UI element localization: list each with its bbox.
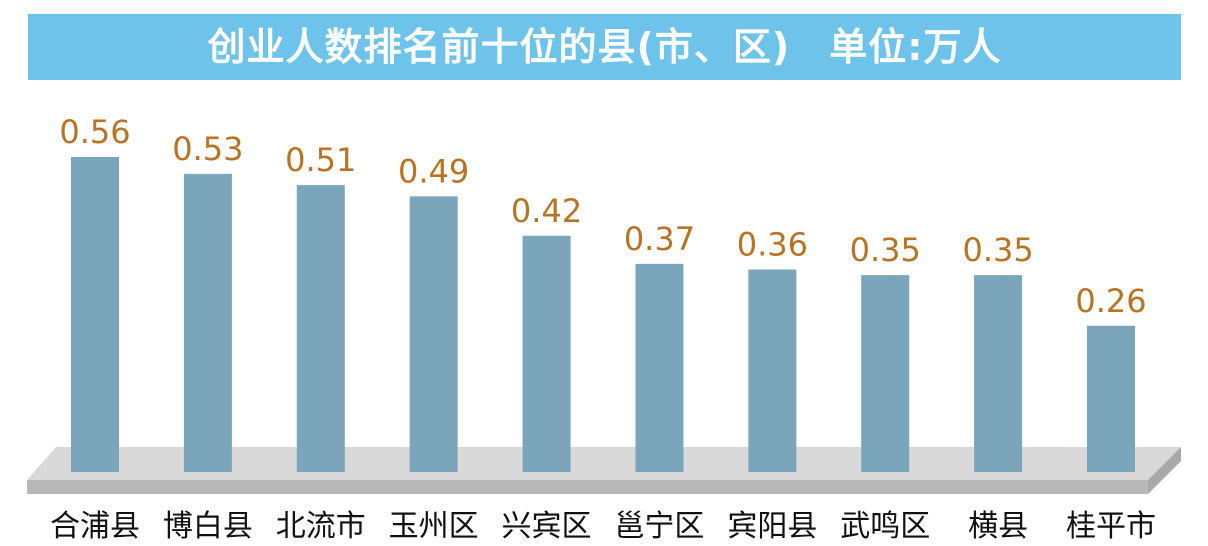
title-banner: 创业人数排名前十位的县(市、区) 单位:万人 [28, 14, 1181, 80]
bar-7 [748, 269, 797, 472]
bar-9 [974, 275, 1023, 472]
bar-2 [183, 173, 232, 472]
bar-10 [1087, 325, 1135, 472]
value-label-1: 0.56 [59, 113, 130, 151]
category-label-2: 博白县 [163, 509, 253, 544]
value-label-6: 0.37 [624, 220, 695, 258]
category-label-9: 横县 [968, 509, 1028, 544]
bar-8 [861, 275, 910, 472]
bar-6 [635, 263, 684, 472]
value-label-5: 0.42 [511, 192, 582, 230]
chart-title: 创业人数排名前十位的县(市、区) 单位:万人 [207, 25, 1002, 69]
category-label-5: 兴宾区 [502, 509, 592, 544]
bar-1 [71, 157, 119, 472]
value-label-3: 0.51 [285, 141, 356, 179]
value-label-8: 0.35 [850, 231, 921, 269]
chart-floor-side [1148, 447, 1181, 494]
category-label-7: 宾阳县 [727, 509, 817, 544]
category-label-8: 武鸣区 [840, 509, 930, 544]
bar-3 [296, 185, 345, 472]
value-label-2: 0.53 [172, 130, 243, 168]
category-label-1: 合浦县 [50, 509, 140, 544]
category-label-6: 邕宁区 [614, 509, 704, 544]
category-label-10: 桂平市 [1066, 509, 1156, 544]
value-label-10: 0.26 [1075, 282, 1146, 320]
value-label-7: 0.36 [737, 226, 808, 264]
chart-floor-front [27, 480, 1148, 494]
value-label-4: 0.49 [398, 152, 469, 190]
category-label-4: 玉州区 [389, 509, 479, 544]
category-label-3: 北流市 [276, 509, 366, 544]
bar-5 [522, 235, 571, 472]
bar-4 [409, 196, 458, 472]
value-label-9: 0.35 [962, 231, 1033, 269]
